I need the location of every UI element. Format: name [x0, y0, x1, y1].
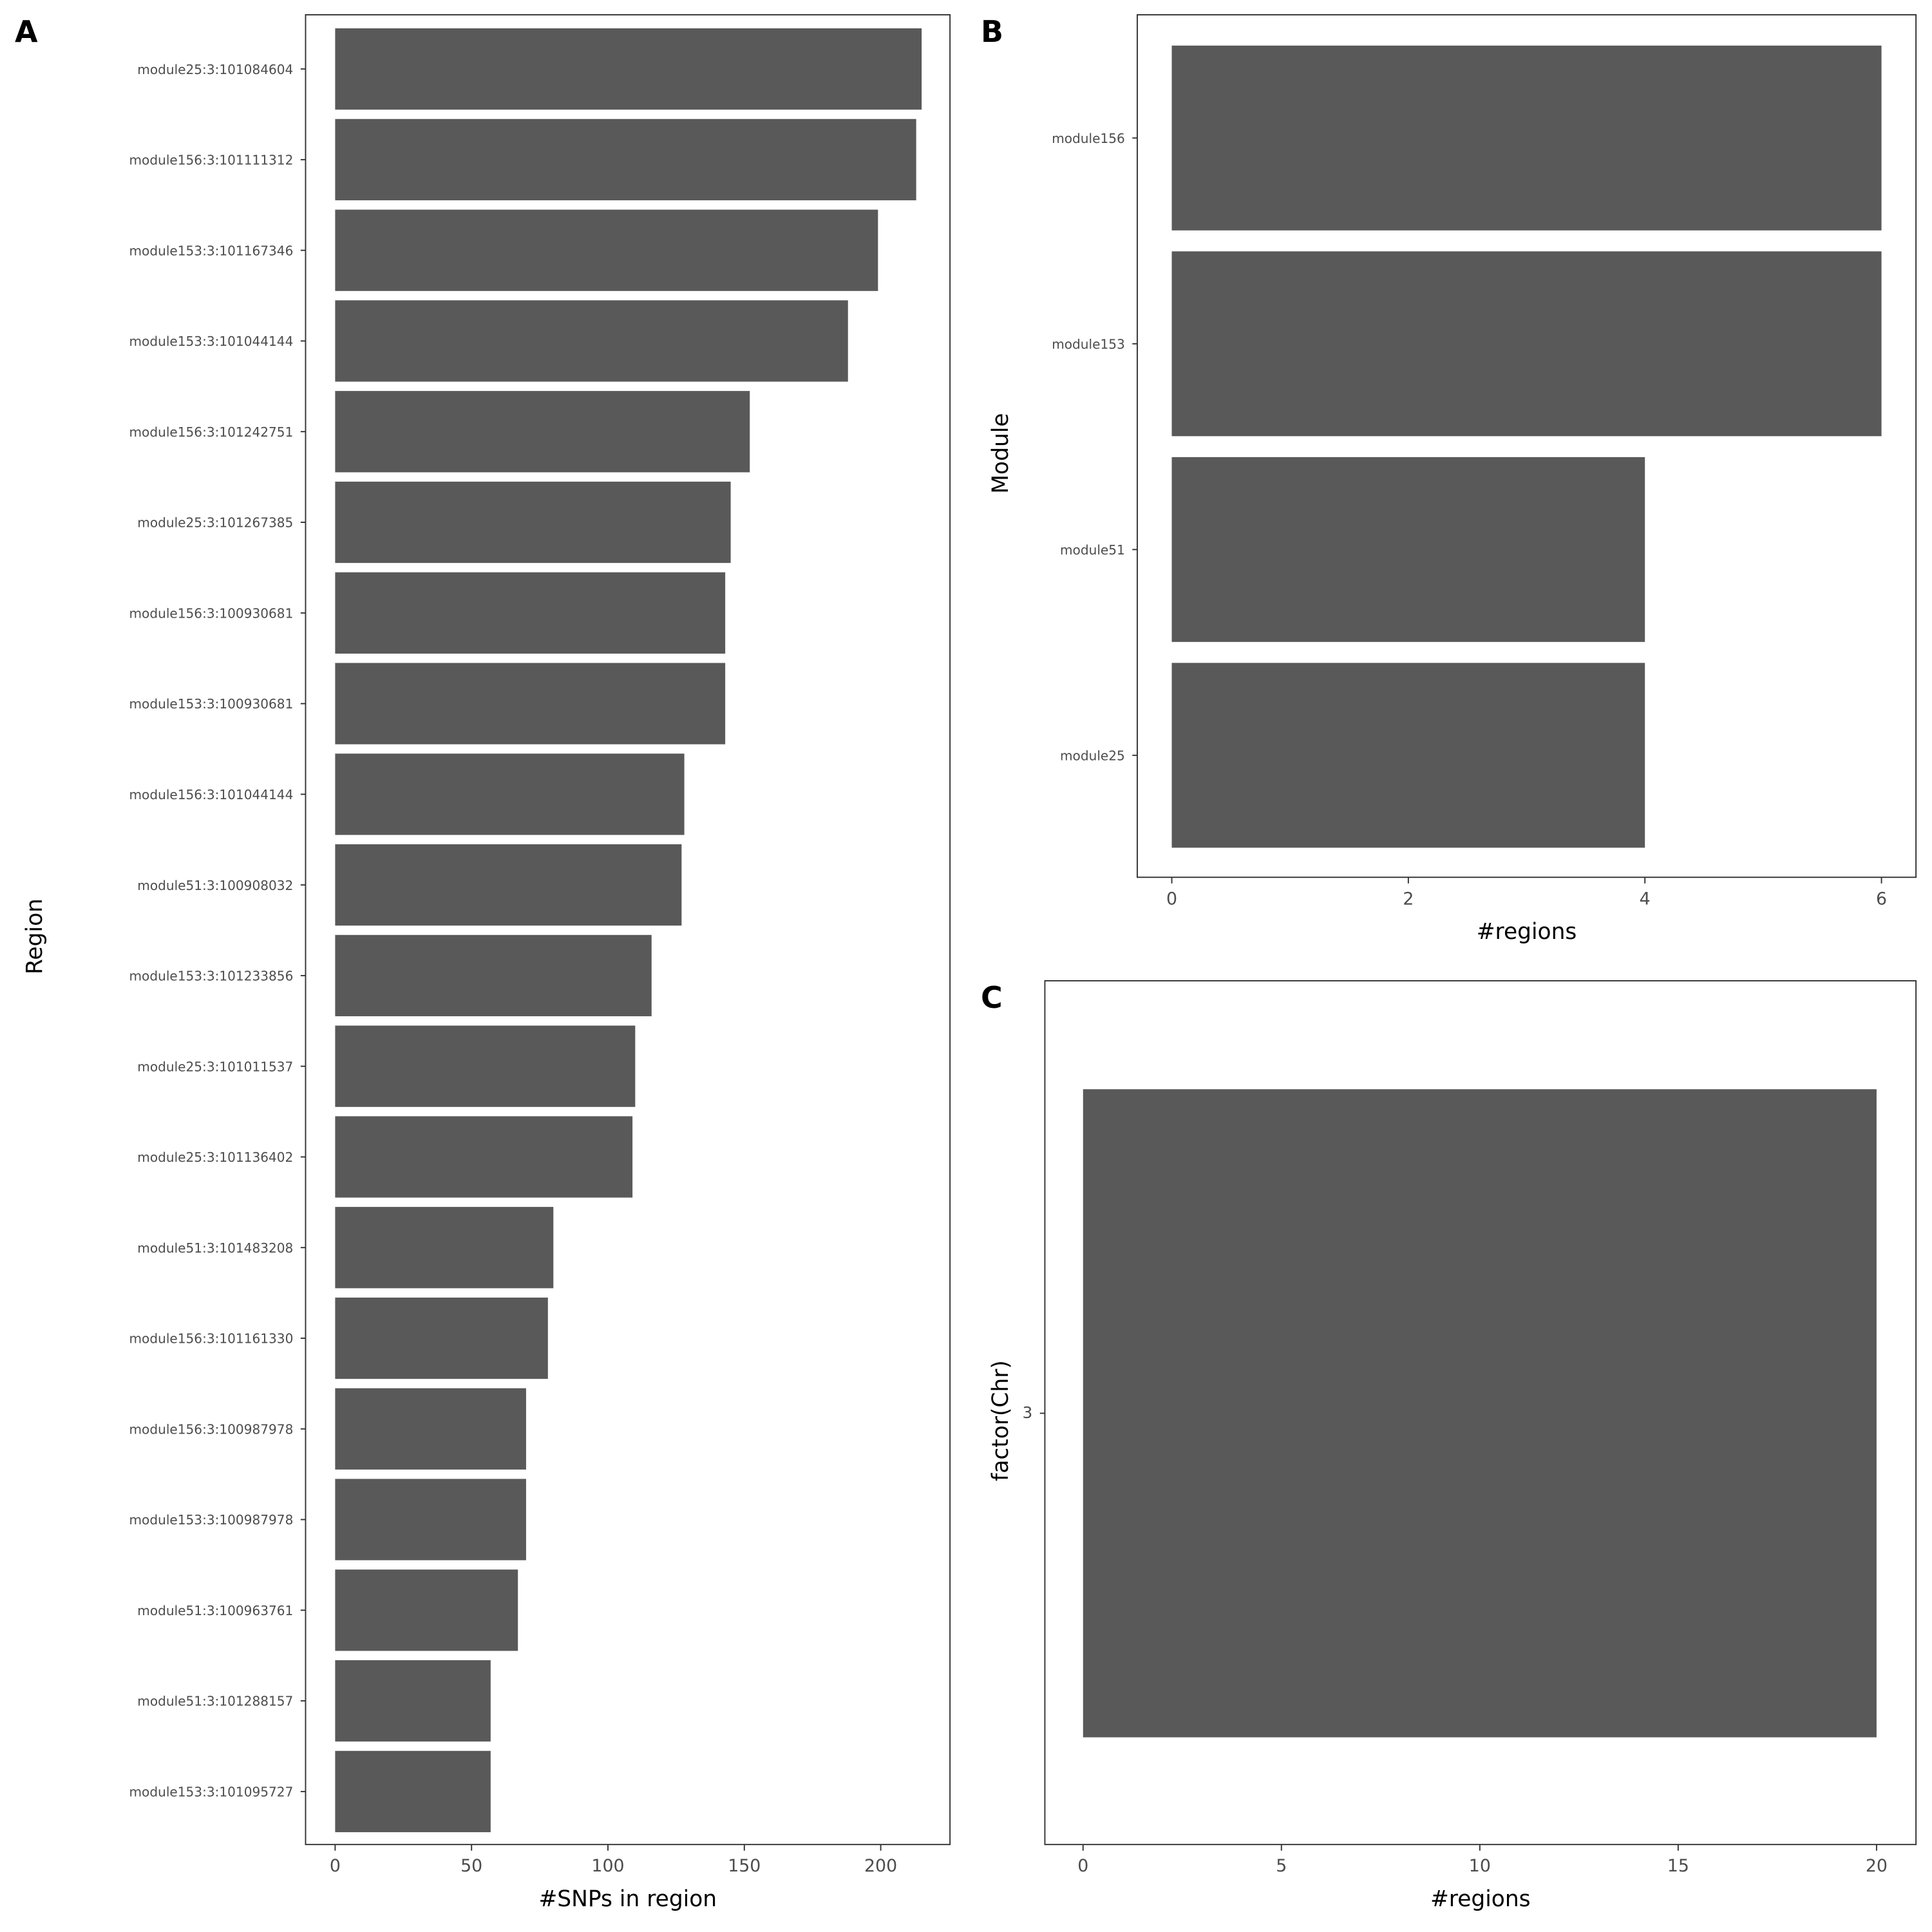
x-axis-title: #SNPs in region	[538, 1886, 717, 1912]
y-tick-label: module156:3:100930681	[129, 605, 294, 621]
y-tick-label: module156:3:100987978	[129, 1421, 294, 1437]
x-tick-label: 20	[1866, 1856, 1888, 1876]
panel-tag: B	[981, 14, 1003, 49]
x-tick-label: 0	[1166, 889, 1177, 909]
bar	[335, 209, 878, 291]
y-tick-label: module156	[1052, 131, 1125, 146]
y-axis-title: factor(Chr)	[988, 1360, 1014, 1481]
bar	[335, 391, 750, 473]
bar	[1171, 251, 1882, 437]
y-tick-label: module51:3:101288157	[137, 1694, 293, 1709]
bar	[335, 1297, 548, 1379]
bar	[335, 844, 682, 926]
bar	[335, 1750, 491, 1833]
y-tick-label: module25:3:101011537	[137, 1059, 293, 1074]
bar	[1171, 663, 1645, 848]
y-tick-label: module153	[1052, 336, 1125, 352]
y-tick-label: module25:3:101267385	[137, 515, 293, 531]
y-tick-label: module153:3:100930681	[129, 696, 294, 712]
y-tick-label: module51:3:101483208	[137, 1240, 293, 1256]
x-tick-label: 6	[1876, 889, 1887, 909]
x-tick-label: 10	[1469, 1856, 1491, 1876]
bar	[1171, 457, 1645, 642]
y-tick-label: module25:3:101084604	[137, 62, 293, 77]
bar	[335, 1388, 526, 1470]
x-tick-label: 50	[460, 1856, 482, 1876]
y-tick-label: module153:3:101044144	[129, 334, 294, 349]
bar	[335, 1207, 554, 1289]
x-tick-label: 0	[330, 1856, 341, 1876]
y-tick-label: module153:3:101095727	[129, 1785, 294, 1800]
panel-tag: A	[15, 14, 38, 49]
y-tick-label: module153:3:101233856	[129, 969, 294, 984]
y-tick-label: module51:3:100908032	[137, 878, 293, 893]
bar	[1083, 1089, 1877, 1738]
x-tick-label: 5	[1276, 1856, 1287, 1876]
bar	[335, 1660, 491, 1742]
y-axis-title: Region	[22, 898, 48, 974]
y-tick-label: module156:3:101161330	[129, 1331, 294, 1347]
bar	[335, 300, 848, 382]
y-tick-label: module153:3:101167346	[129, 243, 294, 258]
y-tick-label: module51:3:100963761	[137, 1603, 293, 1618]
bar	[335, 118, 916, 201]
y-tick-label: module156:3:101242751	[129, 424, 294, 440]
x-tick-label: 15	[1667, 1856, 1689, 1876]
bar	[335, 481, 731, 564]
x-tick-label: 150	[728, 1856, 761, 1876]
x-tick-label: 2	[1403, 889, 1414, 909]
x-tick-label: 200	[864, 1856, 897, 1876]
y-tick-label: 3	[1022, 1403, 1032, 1422]
y-tick-label: module51	[1060, 542, 1125, 558]
bar	[335, 934, 652, 1017]
x-tick-label: 100	[591, 1856, 624, 1876]
bar	[335, 1569, 518, 1651]
panel-tag: C	[981, 980, 1003, 1015]
y-axis-title: Module	[988, 413, 1014, 493]
x-axis-title: #regions	[1477, 919, 1577, 945]
bar	[335, 28, 922, 110]
bar	[335, 753, 685, 835]
y-tick-label: module153:3:100987978	[129, 1512, 294, 1528]
bar	[335, 1116, 633, 1198]
y-tick-label: module25:3:101136402	[137, 1150, 293, 1165]
bar	[335, 572, 726, 654]
x-tick-label: 0	[1077, 1856, 1088, 1876]
y-tick-label: module25	[1060, 748, 1125, 763]
bar	[335, 1025, 636, 1107]
bar	[335, 1479, 526, 1560]
y-tick-label: module156:3:101111312	[129, 153, 294, 168]
x-tick-label: 4	[1640, 889, 1651, 909]
x-axis-title: #regions	[1430, 1886, 1531, 1912]
bar	[335, 663, 726, 744]
y-tick-label: module156:3:101044144	[129, 787, 294, 802]
bar	[1171, 45, 1882, 231]
